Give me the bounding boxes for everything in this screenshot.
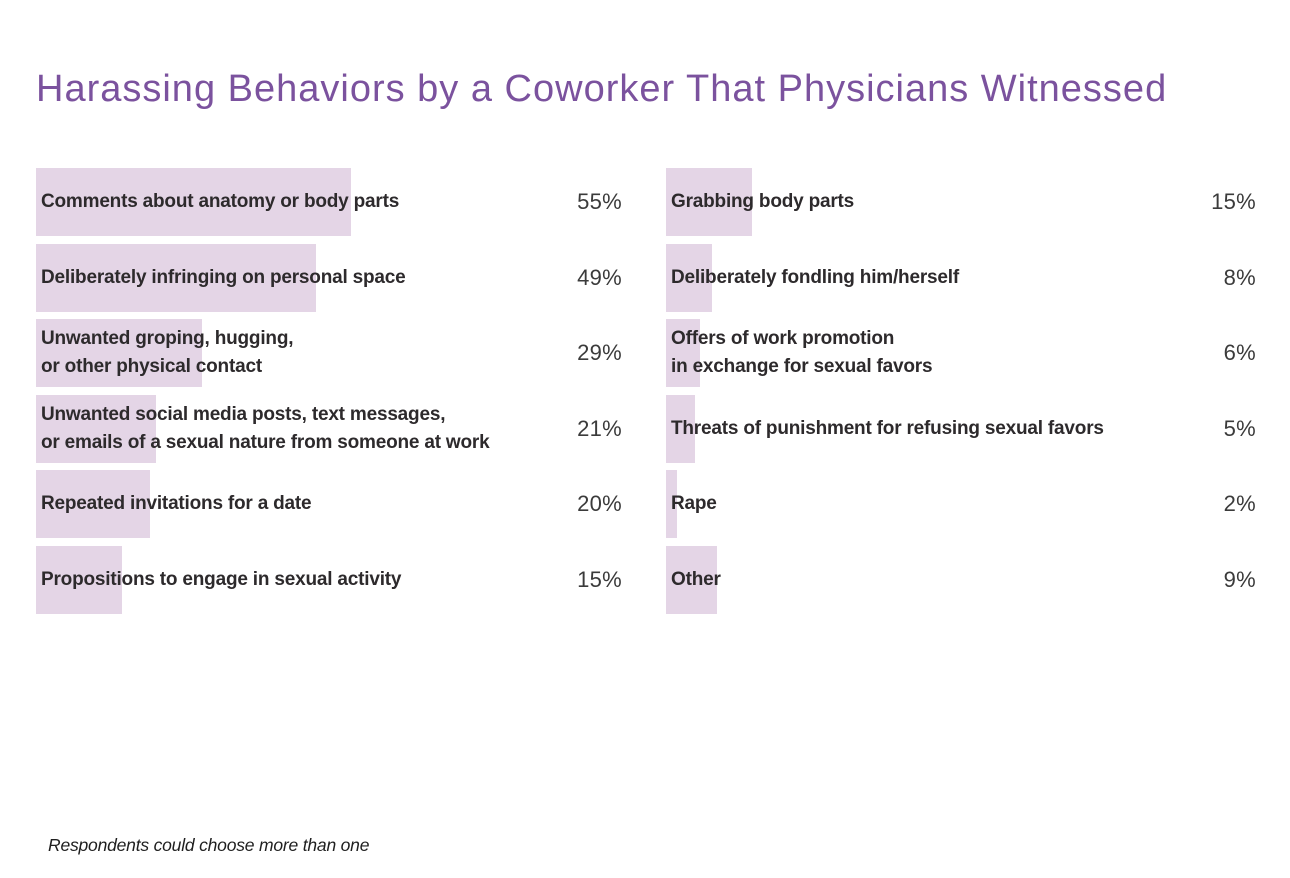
bar — [666, 243, 712, 312]
bar-value: 21% — [577, 415, 622, 441]
bar — [666, 168, 752, 236]
bar-value: 55% — [577, 189, 622, 214]
chart-row: Unwanted social media posts, text messag… — [36, 394, 622, 463]
bar-label: Repeated invitations for a date — [41, 493, 312, 514]
chart-row: Grabbing body parts 15% — [666, 168, 1256, 236]
bar-value: 29% — [577, 340, 622, 365]
chart-row: Offers of work promotion in exchange for… — [666, 319, 1256, 387]
bar-label: Deliberately fondling him/herself — [671, 266, 959, 288]
bar-value: 49% — [577, 264, 622, 290]
bar — [36, 319, 202, 387]
chart-row: Threats of punishment for refusing sexua… — [666, 394, 1256, 463]
chart-row: Repeated invitations for a date 20% — [36, 470, 622, 538]
bar — [666, 319, 700, 387]
bar-value: 15% — [577, 566, 622, 592]
chart-row: Deliberately infringing on personal spac… — [36, 243, 622, 312]
bar-label: Threats of punishment for refusing sexua… — [671, 417, 1104, 439]
bar-label: Comments about anatomy or body parts — [41, 191, 400, 212]
bar-value: 20% — [577, 491, 622, 516]
bar — [36, 545, 122, 614]
bar-label: Deliberately infringing on personal spac… — [41, 266, 406, 288]
bar-label: Rape — [671, 493, 717, 514]
bar-value: 15% — [1211, 189, 1256, 214]
chart-row: Comments about anatomy or body parts 55% — [36, 168, 622, 236]
page-title: Harassing Behaviors by a Coworker That P… — [36, 68, 1168, 111]
bar-value: 9% — [1223, 566, 1256, 592]
chart-row: Deliberately fondling him/herself 8% — [666, 243, 1256, 312]
bar-label: Other — [671, 568, 721, 590]
bar — [666, 394, 695, 463]
bar-label: Unwanted social media posts, text messag… — [41, 403, 490, 453]
bar-value: 8% — [1223, 264, 1256, 290]
bar-value: 2% — [1223, 491, 1256, 516]
chart-footnote: Respondents could choose more than one — [48, 835, 370, 855]
bar — [36, 243, 316, 312]
bar-label: Grabbing body parts — [671, 191, 855, 212]
bar-label: Propositions to engage in sexual activit… — [41, 568, 402, 590]
chart-column-right: Grabbing body parts 15% Deliberately fon… — [666, 168, 1256, 621]
bar-value: 6% — [1223, 340, 1256, 365]
bar-value: 5% — [1223, 415, 1256, 441]
bar — [666, 470, 677, 538]
chart-row: Unwanted groping, hugging, or other phys… — [36, 319, 622, 387]
chart-row: Other 9% — [666, 545, 1256, 614]
chart-row: Rape 2% — [666, 470, 1256, 538]
bar-label: Unwanted groping, hugging, or other phys… — [41, 328, 294, 377]
chart-row: Propositions to engage in sexual activit… — [36, 545, 622, 614]
chart-column-left: Comments about anatomy or body parts 55%… — [36, 168, 622, 621]
bar — [36, 394, 156, 463]
bar — [36, 168, 351, 236]
bar-label: Offers of work promotion in exchange for… — [671, 328, 933, 377]
chart-area: Comments about anatomy or body parts 55%… — [36, 168, 1256, 621]
bar — [36, 470, 150, 538]
bar — [666, 545, 717, 614]
